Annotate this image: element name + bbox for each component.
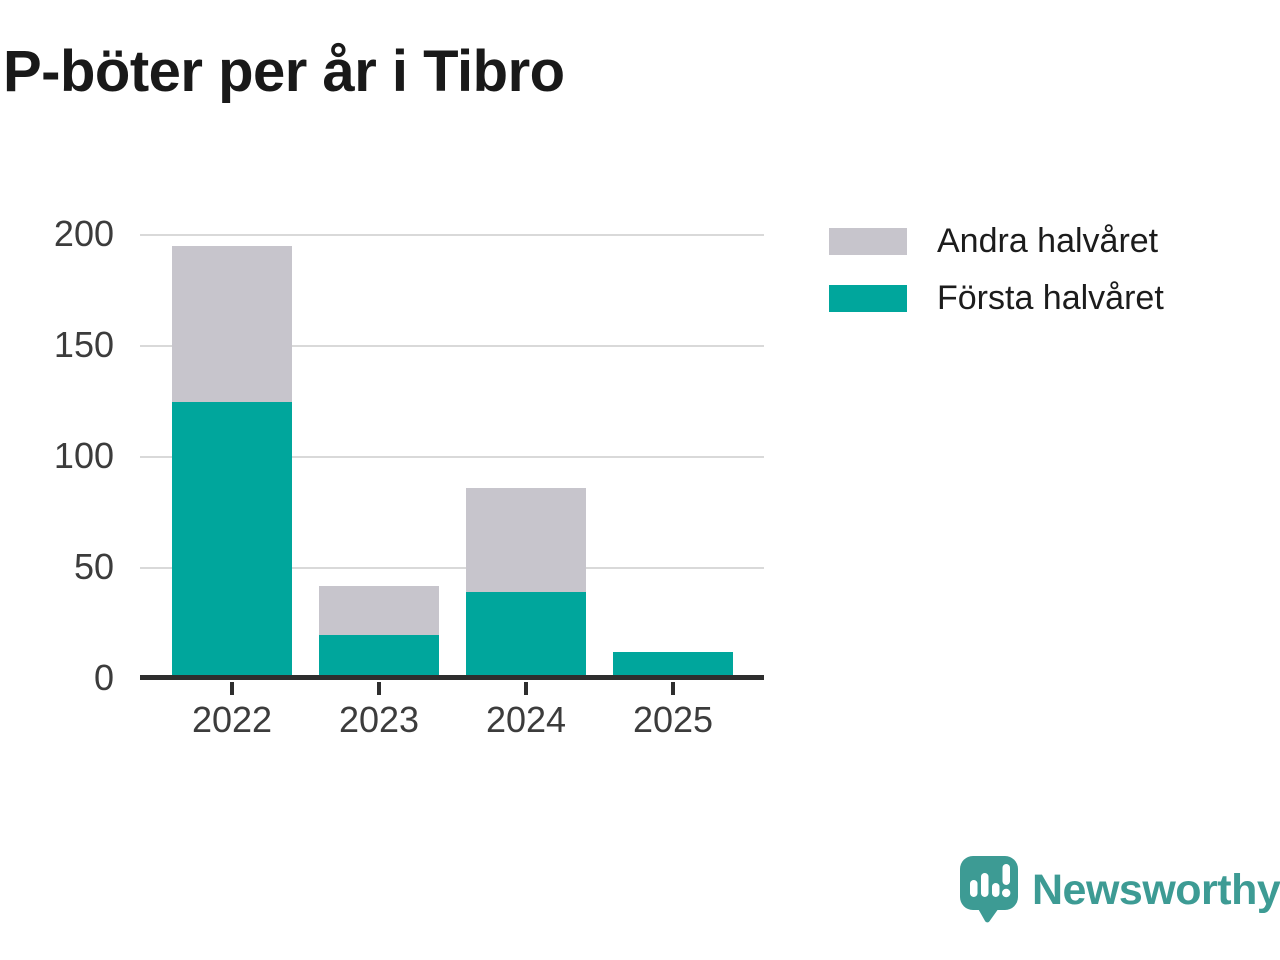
bar-2023-forsta — [319, 634, 439, 679]
bar-2025-forsta — [613, 652, 733, 679]
newsworthy-logo-icon — [960, 856, 1018, 923]
x-tick-label-2022: 2022 — [191, 699, 273, 740]
bar-2022-forsta — [172, 401, 292, 679]
legend-swatch-forsta-halvaret — [829, 285, 907, 312]
y-tick-label-0: 0 — [93, 657, 114, 698]
bar-2022-andra — [172, 246, 292, 402]
y-tick-label-150: 150 — [53, 324, 114, 365]
x-axis-line — [140, 675, 764, 680]
x-tick-label-2023: 2023 — [338, 699, 420, 740]
legend-label-andra-halvaret: Andra halvåret — [937, 222, 1159, 260]
x-tick-2024 — [524, 682, 528, 695]
y-tick-label-50: 50 — [73, 546, 114, 587]
x-tick-2025 — [671, 682, 675, 695]
legend-item-forsta-halvaret: Första halvåret — [829, 279, 1164, 317]
legend-label-forsta-halvaret: Första halvåret — [937, 279, 1164, 317]
branding: Newsworthy — [960, 856, 1280, 924]
gridline-100 — [140, 456, 764, 458]
bar-2024-andra — [466, 488, 586, 593]
branding-wordmark: Newsworthy — [1032, 865, 1280, 914]
plot-area — [140, 234, 764, 695]
y-tick-label-200: 200 — [53, 213, 114, 254]
bar-2024-forsta — [466, 592, 586, 679]
legend-swatch-andra-halvaret — [829, 228, 907, 255]
x-tick-2022 — [230, 682, 234, 695]
x-tick-2023 — [377, 682, 381, 695]
gridline-200 — [140, 234, 764, 236]
bar-2023-andra — [319, 585, 439, 635]
gridline-150 — [140, 345, 764, 347]
gridline-50 — [140, 567, 764, 569]
legend-item-andra-halvaret: Andra halvåret — [829, 222, 1164, 260]
chart-title: P-böter per år i Tibro — [3, 39, 565, 104]
y-tick-label-100: 100 — [53, 435, 114, 476]
x-tick-label-2024: 2024 — [485, 699, 567, 740]
legend: Andra halvåret Första halvåret — [829, 222, 1164, 342]
x-tick-label-2025: 2025 — [632, 699, 714, 740]
